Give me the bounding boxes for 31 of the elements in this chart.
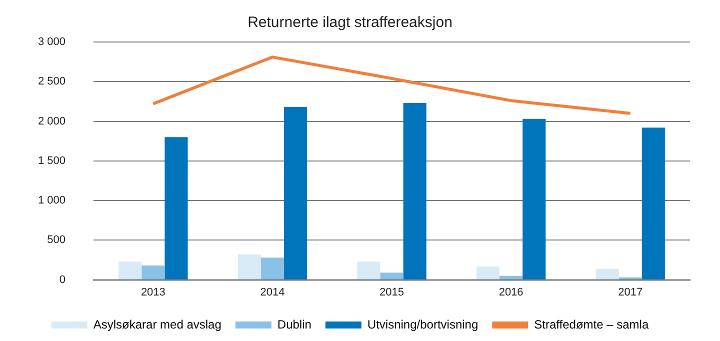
bar xyxy=(596,268,619,280)
bar xyxy=(118,262,142,280)
chart-title: Returnerte ilagt straffereaksjon xyxy=(248,14,452,32)
bar xyxy=(238,254,261,280)
x-tick-label: 2015 xyxy=(380,286,404,298)
y-tick-label: 1 500 xyxy=(38,154,66,167)
x-tick-label: 2014 xyxy=(260,286,285,298)
bar xyxy=(642,128,665,280)
bar xyxy=(260,258,284,280)
bar xyxy=(403,103,426,280)
y-tick-label: 3 000 xyxy=(38,36,66,48)
bar xyxy=(142,266,165,280)
y-tick-label: 0 xyxy=(59,274,66,286)
bar xyxy=(522,118,546,280)
y-tick-label: 500 xyxy=(47,234,66,246)
bar xyxy=(476,266,500,280)
bar xyxy=(357,262,380,280)
legend-label: Dublin xyxy=(277,317,312,332)
x-tick-label: 2013 xyxy=(140,286,166,298)
bar xyxy=(380,272,404,280)
y-tick-label: 2 000 xyxy=(38,115,66,128)
legend-label: Asylsøkarar med avslag xyxy=(93,317,222,332)
y-tick-label: 1 000 xyxy=(38,194,66,207)
bar xyxy=(164,137,188,280)
x-tick-label: 2017 xyxy=(618,286,643,298)
bar xyxy=(284,107,308,280)
legend-label: Utvisning/bortvisning xyxy=(367,317,478,332)
y-tick-label: 2 500 xyxy=(38,76,66,88)
x-tick-label: 2016 xyxy=(498,286,524,298)
legend-label: Straffedømte – samla xyxy=(534,317,649,332)
bar xyxy=(500,276,523,280)
